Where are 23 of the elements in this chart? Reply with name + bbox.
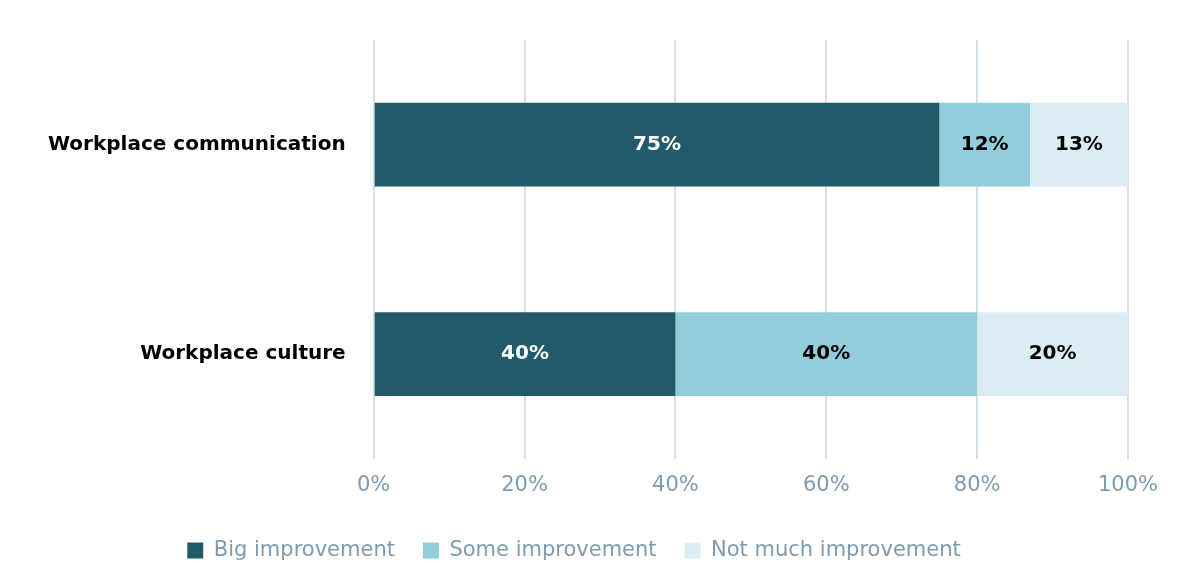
y-tick-label: Workplace communication (48, 130, 346, 155)
data-label: 40% (802, 340, 851, 365)
x-tick-label: 20% (501, 471, 548, 496)
bar (374, 102, 940, 187)
legend-label: Not much improvement (711, 536, 961, 561)
bar (1029, 102, 1128, 187)
data-label: 40% (501, 340, 549, 365)
x-tick-label: 60% (802, 471, 850, 496)
data-label: 75% (633, 130, 681, 155)
x-tick-label: 80% (953, 471, 1001, 496)
bar (939, 102, 1030, 187)
data-label: 13% (1055, 130, 1103, 155)
legend-label: Big improvement (213, 536, 395, 561)
data-label: 12% (960, 130, 1009, 155)
bar (977, 312, 1128, 396)
data-label: 20% (1028, 340, 1077, 365)
y-tick-label: Workplace culture (140, 340, 346, 365)
bar (675, 312, 978, 396)
bar (374, 312, 676, 396)
legend-label: Some improvement (449, 536, 657, 561)
x-tick-label: 100% (1097, 471, 1159, 496)
x-tick-label: 40% (652, 471, 699, 496)
x-tick-label: 0% (356, 471, 391, 496)
